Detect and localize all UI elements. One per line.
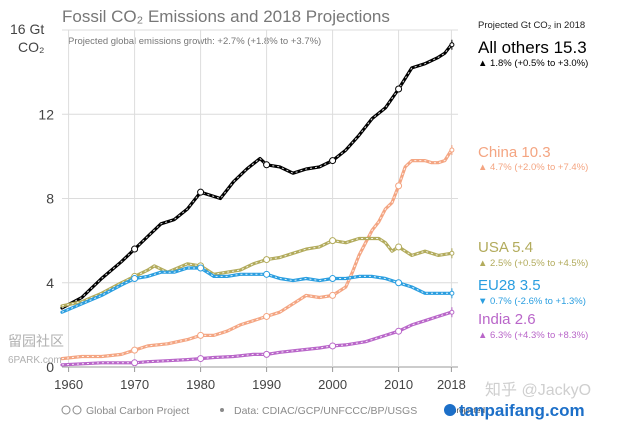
- data-point-china-1990: [263, 312, 271, 320]
- footer-source: Global Carbon Project: [86, 405, 189, 417]
- data-point-usa-2000: [329, 237, 337, 245]
- y-axis-quantity-label: CO₂: [18, 39, 44, 55]
- x-tick-label-1990: 1990: [252, 377, 281, 392]
- watermark-site-text: 6PARK.com: [8, 355, 62, 366]
- series-growth-india: ▲ 6.3% (+4.3% to +8.3%): [478, 330, 588, 341]
- series-label-china: China 10.3: [478, 144, 551, 161]
- data-point-eu28-1990: [263, 270, 271, 278]
- data-point-all-others-1970: [131, 245, 139, 253]
- data-point-china-1980: [197, 331, 205, 339]
- projection-point-eu28: [449, 290, 455, 296]
- y-tick-label-8: 8: [46, 191, 54, 207]
- x-tick-label-1980: 1980: [186, 377, 215, 392]
- footer: Global Carbon Project Data: CDIAC/GCP/UN…: [61, 405, 417, 417]
- series-layer: [60, 43, 453, 367]
- projection-markers: [449, 39, 455, 318]
- data-point-usa-1990: [263, 256, 271, 264]
- watermark-left: 留园社区 6PARK.com: [8, 333, 64, 366]
- watermark-logo-icon: [444, 404, 456, 416]
- y-axis-unit-label: 16 Gt: [10, 21, 44, 37]
- data-point-china-2010: [395, 182, 403, 190]
- projection-point-china: [449, 147, 455, 153]
- series-line-all-others: [60, 43, 453, 310]
- x-tick-label-2018: 2018: [437, 377, 466, 392]
- projection-point-usa: [449, 250, 455, 256]
- data-point-all-others-2010: [395, 85, 403, 93]
- chart-subtitle: Projected global emissions growth: +2.7%…: [68, 36, 321, 47]
- series-dash-all-others: [61, 44, 452, 309]
- footer-data-credit: Data: CDIAC/GCP/UNFCCC/BP/USGS: [234, 405, 417, 417]
- data-point-all-others-1980: [197, 188, 205, 196]
- projection-point-india: [449, 309, 455, 315]
- watermark-cn-text: 留园社区: [8, 333, 64, 349]
- x-tick-label-2010: 2010: [384, 377, 413, 392]
- grid-layer: [62, 29, 458, 372]
- data-point-china-1970: [131, 346, 139, 354]
- x-tick-label-2000: 2000: [318, 377, 347, 392]
- data-point-usa-2010: [395, 243, 403, 251]
- series-growth-china: ▲ 4.7% (+2.0% to +7.4%): [478, 162, 588, 173]
- series-line-china: [60, 148, 453, 361]
- series-labels: All others 15.3▲ 1.8% (+0.5% to +3.0%) Ch…: [478, 38, 588, 341]
- chart-title: Fossil CO₂ Emissions and 2018 Projection…: [62, 7, 390, 26]
- data-point-eu28-1980: [197, 264, 205, 272]
- cc-icon: [61, 405, 71, 415]
- y-tick-label-0: 0: [46, 359, 54, 375]
- series-growth-usa: ▲ 2.5% (+0.5% to +4.5%): [478, 258, 588, 269]
- data-point-india-2000: [329, 342, 337, 350]
- data-point-india-2010: [395, 327, 403, 335]
- watermark-zhihu-text: 知乎 @JackyO: [485, 381, 591, 399]
- series-dash-usa: [61, 238, 452, 307]
- data-point-eu28-2000: [329, 275, 337, 283]
- data-point-india-1980: [197, 355, 205, 363]
- x-tick-projected-note: projected: [452, 406, 485, 415]
- data-point-all-others-1990: [263, 161, 271, 169]
- data-point-india-1970: [131, 359, 139, 367]
- series-label-all: All others 15.3: [478, 38, 587, 57]
- watermark-right: 知乎 @JackyO tanpaifang.com: [444, 381, 591, 420]
- series-growth-all: ▲ 1.8% (+0.5% to +3.0%): [478, 58, 588, 69]
- data-point-india-1990: [263, 350, 271, 358]
- projection-point-all-others: [449, 42, 455, 48]
- tick-layer: 0 4 8 12 1960 1970 1980 1990 2000 2010 2018: [38, 106, 465, 392]
- footer-separator-dot: [220, 408, 224, 412]
- x-tick-label-1960: 1960: [54, 377, 83, 392]
- legend-heading: Projected Gt CO₂ in 2018: [478, 20, 585, 31]
- data-point-china-2000: [329, 291, 337, 299]
- by-icon: [72, 405, 82, 415]
- series-dash-china: [61, 149, 452, 360]
- y-tick-label-4: 4: [46, 275, 54, 291]
- y-tick-label-12: 12: [38, 106, 54, 122]
- series-dash-eu28: [61, 267, 452, 313]
- series-line-usa: [60, 236, 453, 308]
- watermark-site-url: tanpaifang.com: [459, 401, 585, 420]
- series-label-eu28: EU28 3.5: [478, 277, 541, 294]
- series-label-usa: USA 5.4: [478, 239, 533, 256]
- data-point-all-others-2000: [329, 157, 337, 165]
- x-tick-label-1970: 1970: [120, 377, 149, 392]
- data-point-eu28-1970: [131, 275, 139, 283]
- data-point-eu28-2010: [395, 279, 403, 287]
- series-growth-eu28: ▼ 0.7% (-2.6% to +1.3%): [478, 296, 586, 307]
- series-label-india: India 2.6: [478, 311, 536, 328]
